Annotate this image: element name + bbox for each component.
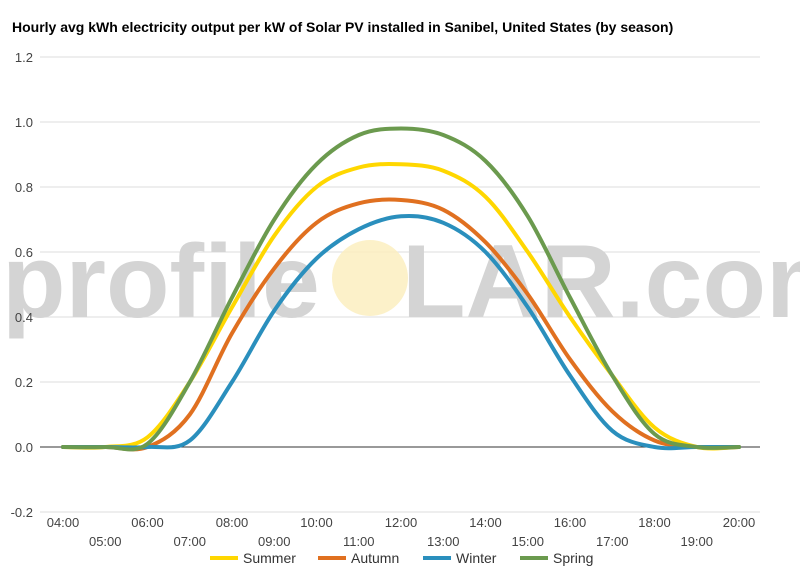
legend: Summer Autumn Winter Spring [210, 550, 593, 566]
grid-lines [40, 56, 760, 513]
watermark: profile LAR.com [2, 224, 800, 340]
x-tick-label: 10:00 [300, 515, 333, 530]
x-tick-label: 14:00 [469, 515, 502, 530]
x-tick-label: 11:00 [343, 534, 375, 549]
x-tick-label: 15:00 [511, 534, 544, 549]
legend-label: Autumn [351, 550, 399, 566]
legend-label: Winter [456, 550, 497, 566]
series-line-autumn [61, 197, 741, 452]
y-tick-label: 0.8 [15, 180, 33, 195]
series-lines [61, 126, 741, 452]
legend-label: Summer [243, 550, 296, 566]
y-tick-label: 0.2 [15, 375, 33, 390]
x-tick-label: 13:00 [427, 534, 460, 549]
x-tick-label: 05:00 [89, 534, 122, 549]
y-tick-label: 0.4 [15, 310, 33, 325]
y-axis-ticks: -0.2 0.0 0.2 0.4 0.6 0.8 1.0 1.2 [11, 50, 33, 520]
legend-item-winter: Winter [423, 550, 497, 566]
legend-item-spring: Spring [520, 550, 593, 566]
chart-title: Hourly avg kWh electricity output per kW… [12, 19, 674, 35]
y-tick-label: 0.0 [15, 440, 33, 455]
x-tick-label: 09:00 [258, 534, 291, 549]
y-tick-label: 0.6 [15, 245, 33, 260]
x-tick-label: 06:00 [131, 515, 164, 530]
x-tick-label: 19:00 [680, 534, 713, 549]
x-tick-label: 12:00 [385, 515, 418, 530]
y-tick-label: 1.0 [15, 115, 33, 130]
x-tick-label: 16:00 [554, 515, 587, 530]
x-tick-label: 18:00 [638, 515, 671, 530]
legend-item-summer: Summer [210, 550, 296, 566]
x-tick-label: 08:00 [216, 515, 249, 530]
y-tick-label: 1.2 [15, 50, 33, 65]
x-tick-label: 17:00 [596, 534, 629, 549]
x-tick-label: 20:00 [723, 515, 756, 530]
x-axis-ticks: 04:00 05:00 06:00 07:00 08:00 09:00 10:00 11:00… [47, 515, 756, 549]
x-tick-label: 04:00 [47, 515, 80, 530]
y-tick-label: -0.2 [11, 505, 33, 520]
series-line-winter [61, 214, 741, 451]
watermark-text-right: LAR.com [402, 224, 800, 340]
legend-item-autumn: Autumn [318, 550, 399, 566]
series-line-spring [61, 126, 741, 452]
x-tick-label: 07:00 [173, 534, 206, 549]
watermark-sun-icon [332, 240, 408, 316]
legend-label: Spring [553, 550, 593, 566]
